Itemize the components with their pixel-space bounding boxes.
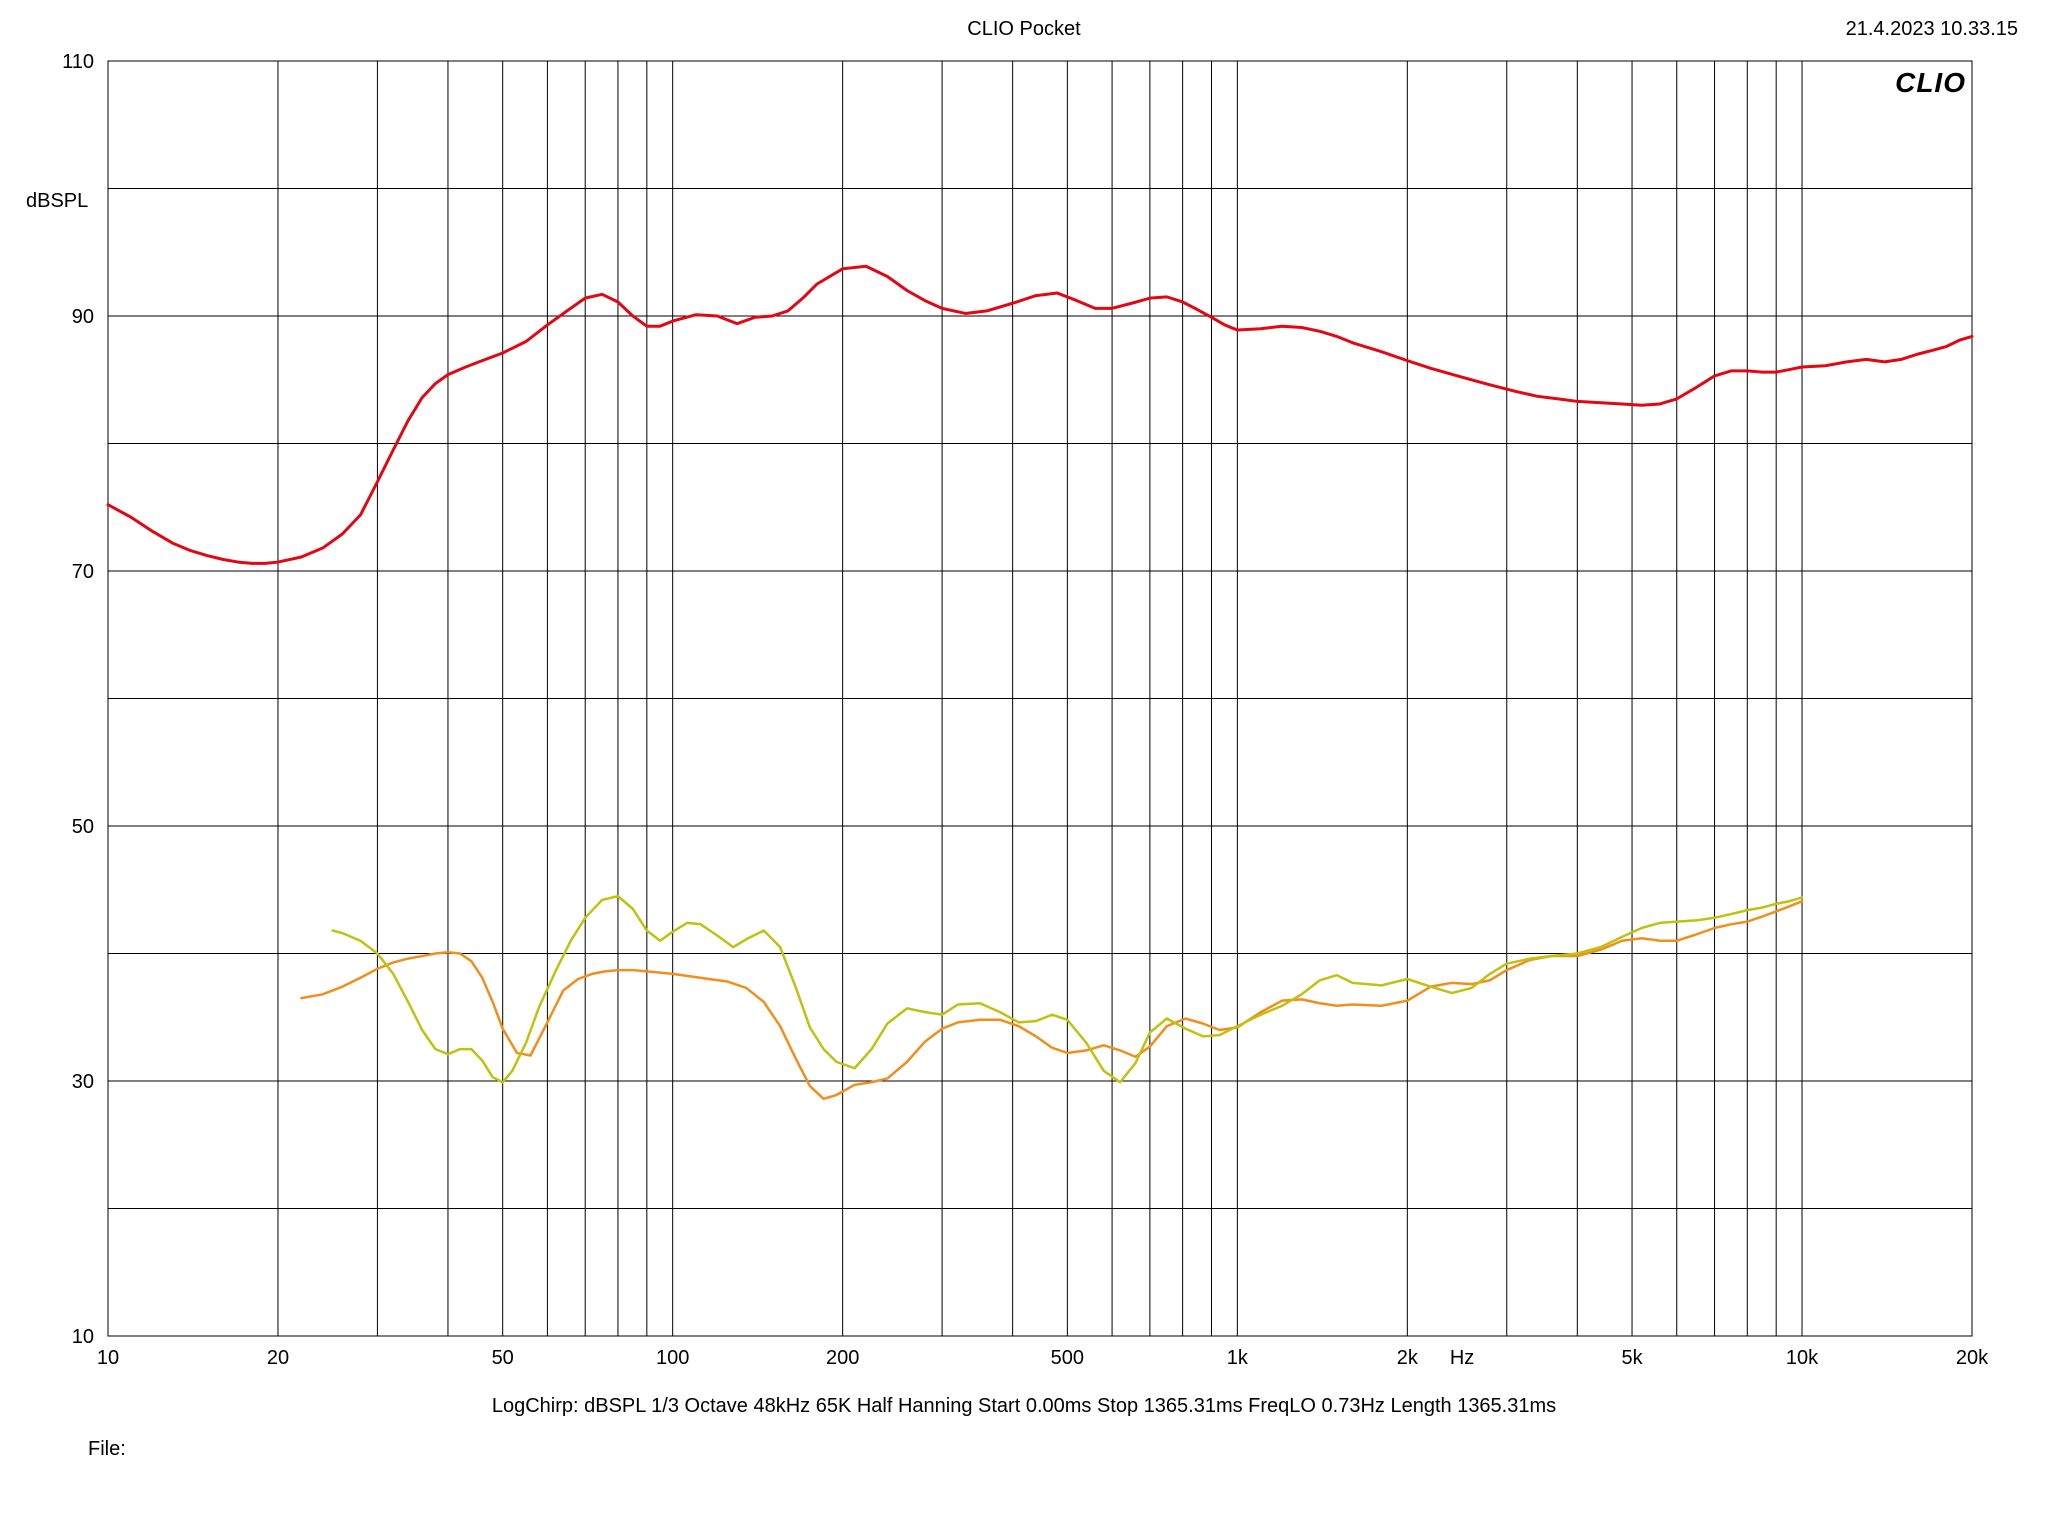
- y-tick-label: 70: [72, 561, 94, 583]
- frequency-response-plot: 10 30 50 70 90 110 10 20 50 100 200 500 1k 2k 5k 10k 20k…: [0, 0, 2048, 1536]
- x-axis-unit: Hz: [1450, 1347, 1474, 1369]
- x-tick-label: 20: [267, 1347, 289, 1369]
- y-tick-label: 10: [72, 1326, 94, 1348]
- x-tick-label: 10: [97, 1347, 119, 1369]
- x-tick-label: 500: [1051, 1347, 1084, 1369]
- x-tick-label: 5k: [1621, 1347, 1643, 1369]
- y-tick-label: 30: [72, 1071, 94, 1093]
- x-tick-label: 200: [826, 1347, 859, 1369]
- x-tick-label: 20k: [1956, 1347, 1989, 1369]
- x-tick-label: 50: [492, 1347, 514, 1369]
- y-tick-label: 50: [72, 816, 94, 838]
- x-tick-label: 2k: [1397, 1347, 1419, 1369]
- x-tick-label: 100: [656, 1347, 689, 1369]
- y-tick-label: 110: [62, 51, 94, 73]
- x-tick-label: 1k: [1227, 1347, 1249, 1369]
- y-tick-label: 90: [72, 306, 94, 328]
- series-red: [108, 266, 1972, 563]
- x-tick-label: 10k: [1786, 1347, 1819, 1369]
